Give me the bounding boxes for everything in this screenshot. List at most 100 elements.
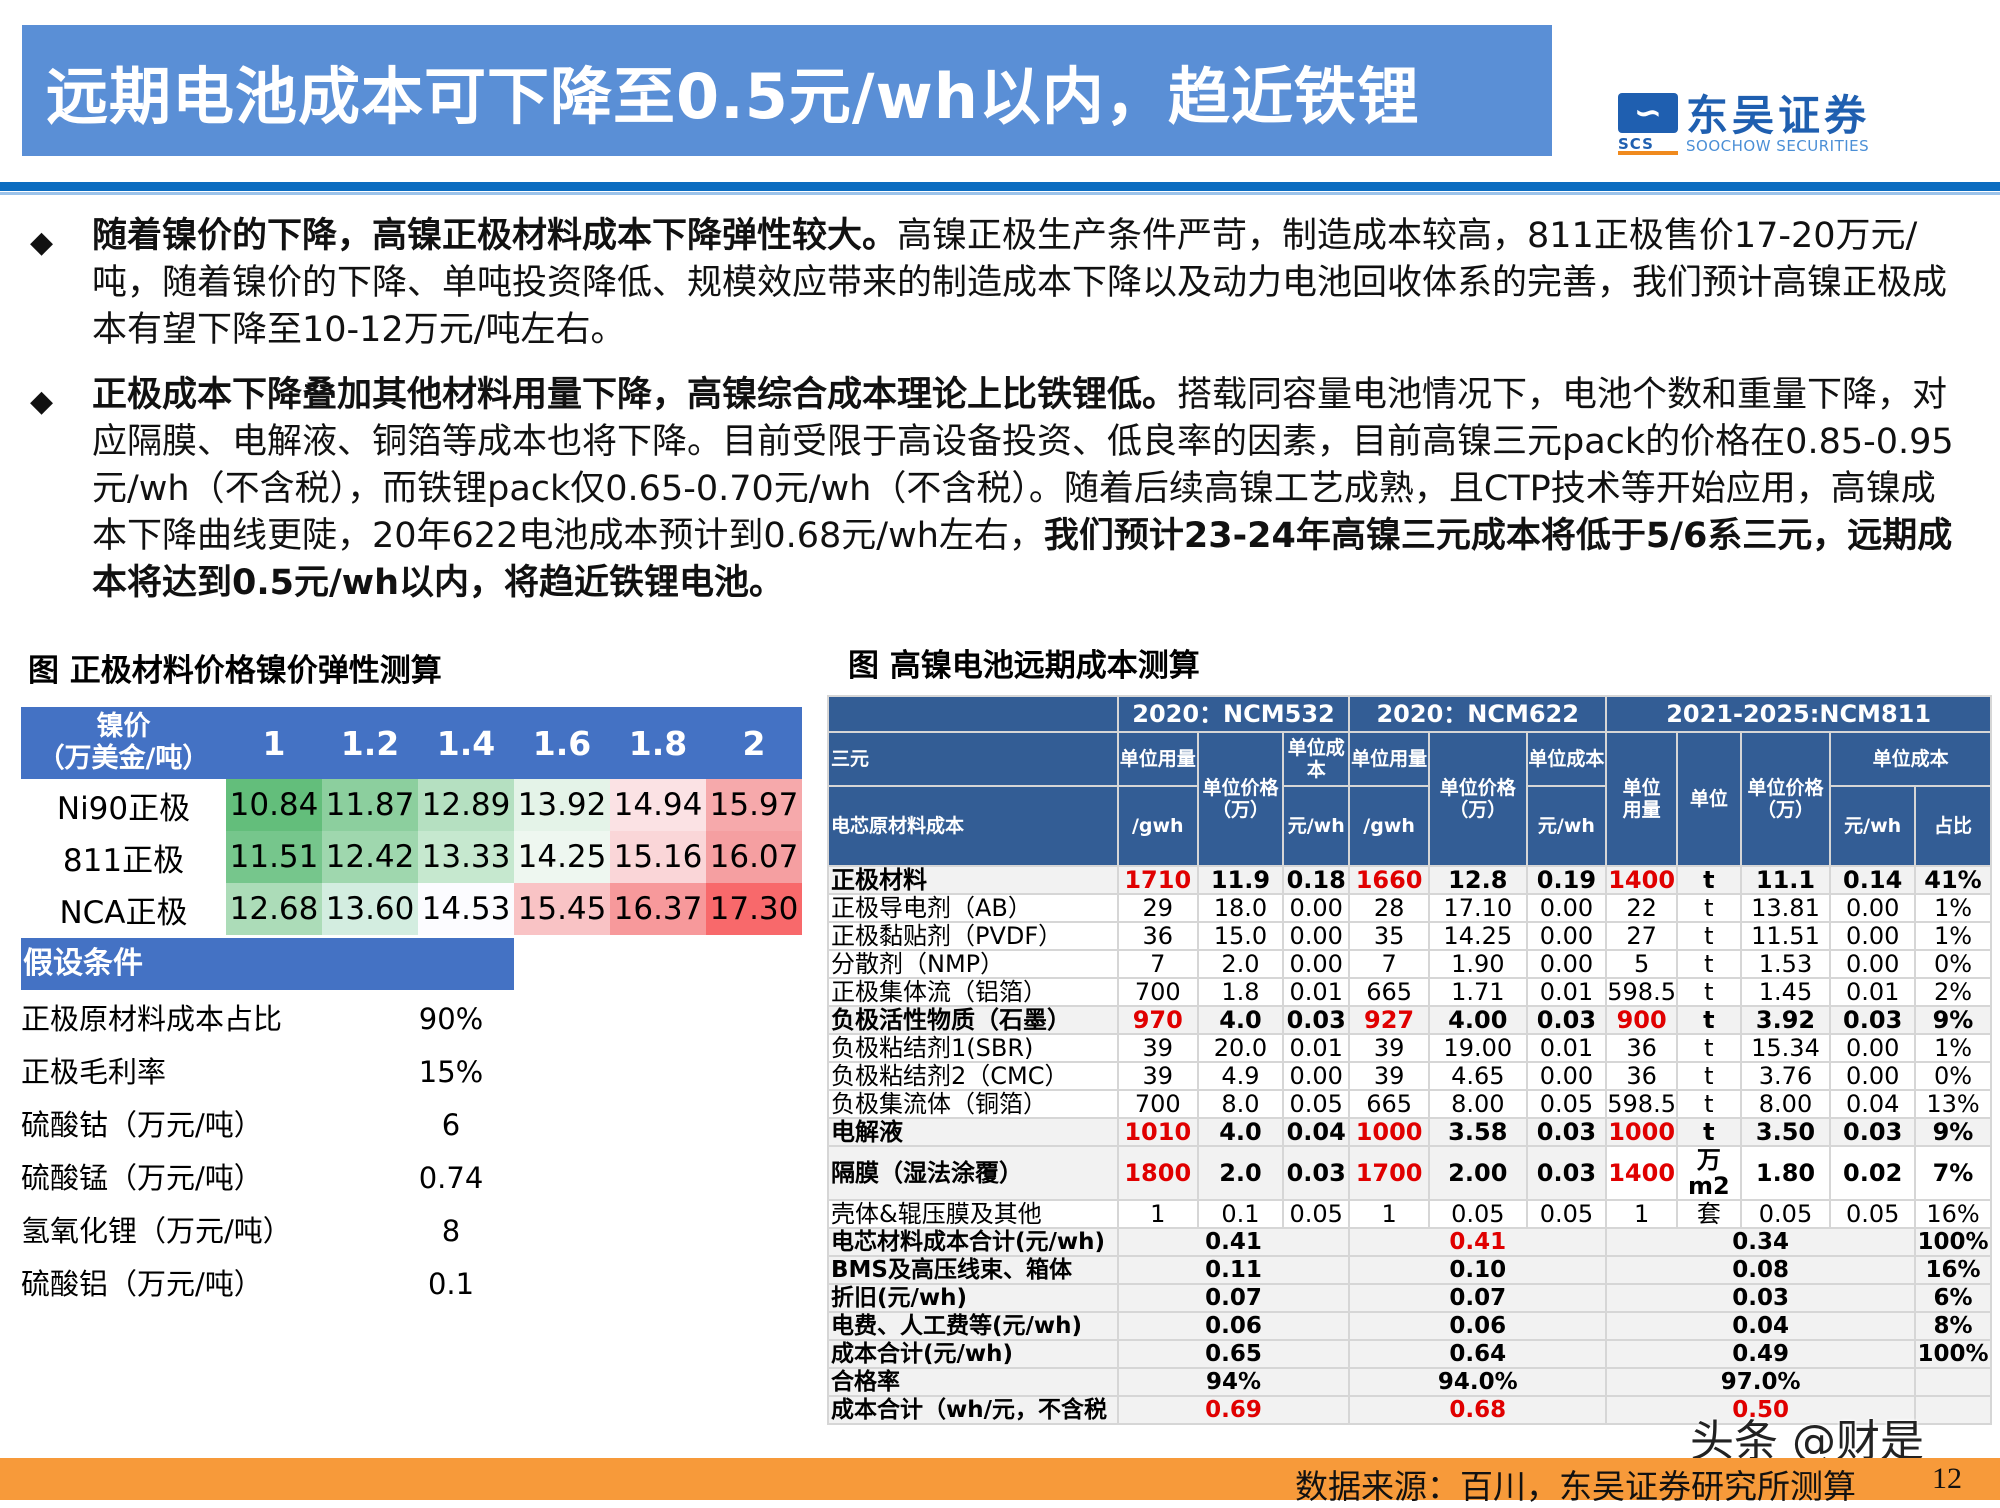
cell-value: 700 [1116, 977, 1199, 1007]
summary-value: 0.34 [1605, 1227, 1916, 1257]
cell-value: 1.80 [1739, 1145, 1832, 1201]
summary-row: BMS及高压线束、箱体 0.11 0.10 0.08 16% [827, 1255, 1993, 1285]
row-label: 811正极 [62, 842, 185, 879]
cell-value: t [1675, 1117, 1742, 1147]
table-row: 负极粘结剂1(SBR) 39 20.0 0.01 39 19.00 0.01 36 t 15.34… [827, 1033, 1993, 1063]
cell-value: 598.5 [1605, 977, 1678, 1007]
summary-value: 0.08 [1605, 1255, 1916, 1285]
cell-value: 36 [1116, 921, 1199, 951]
cell-value: 4.0 [1196, 1005, 1285, 1035]
cell-value: 1400 [1605, 1145, 1678, 1201]
summary-value: 94% [1116, 1367, 1351, 1397]
assumption-row: 正极毛利率 15% [21, 1055, 484, 1089]
cell-value: 665 [1348, 977, 1430, 1007]
summary-value: 0.50 [1605, 1395, 1916, 1425]
battery-cost-table: 2020：NCM532 2020：NCM622 2021-2025:NCM811… [827, 695, 1993, 1425]
cell-value: 970 [1116, 1005, 1199, 1035]
summary-row: 折旧(元/wh) 0.07 0.07 0.03 6% [827, 1283, 1993, 1313]
summary-label: 电费、人工费等(元/wh) [827, 1311, 1119, 1341]
summary-value: 97.0% [1605, 1367, 1916, 1397]
cell-value: 套 [1675, 1199, 1742, 1229]
summary-value: 0.69 [1116, 1395, 1351, 1425]
cell-value: 0.03 [1282, 1145, 1351, 1201]
cell-value: 1400 [1605, 865, 1678, 895]
cell-value: 8.00 [1428, 1089, 1528, 1119]
cell-value: 0% [1913, 949, 1993, 979]
heat-cell: 16.37 [610, 883, 706, 935]
page-title: 远期电池成本可下降至0.5元/wh以内，趋近铁锂 [46, 59, 1420, 133]
cell-value: 39 [1348, 1033, 1430, 1063]
cell-value: 11.1 [1739, 865, 1832, 895]
heat-cell: 15.45 [514, 883, 610, 935]
cell-value: t [1675, 977, 1742, 1007]
summary-value: 0.06 [1348, 1311, 1608, 1341]
cell-value: 4.00 [1428, 1005, 1528, 1035]
cell-value: 2.00 [1428, 1145, 1528, 1201]
table-row: 正极集体流（铝箔） 700 1.8 0.01 665 1.71 0.01 598.5 t 1.45… [827, 977, 1993, 1007]
cell-value: 1% [1913, 893, 1993, 923]
summary-label: 合格率 [827, 1367, 1119, 1397]
assumption-row: 硫酸铝（万元/吨） 0.1 [21, 1267, 475, 1301]
cell-value: 3.58 [1428, 1117, 1528, 1147]
cell-value: t [1675, 865, 1742, 895]
cell-value: 15.34 [1739, 1033, 1832, 1063]
soochow-securities-logo: ∽ SCS 东吴证券 SOOCHOW SECURITIES [1618, 92, 1898, 156]
price-col-header: 2 [706, 707, 802, 779]
cell-value: 0.05 [1282, 1089, 1351, 1119]
cell-value: 0.04 [1282, 1117, 1351, 1147]
cell-value: 1% [1913, 1033, 1993, 1063]
cell-value: 4.9 [1196, 1061, 1285, 1091]
table-row: 负极活性物质（石墨） 970 4.0 0.03 927 4.00 0.03 900 t 3.92 0… [827, 1005, 1993, 1035]
cell-value: 0.00 [1829, 921, 1916, 951]
cell-value: 0.00 [1282, 949, 1351, 979]
summary-value: 100% [1913, 1227, 1993, 1257]
cell-value: 39 [1116, 1033, 1199, 1063]
cell-value: 0.03 [1282, 1005, 1351, 1035]
summary-value: 0.07 [1348, 1283, 1608, 1313]
material-name: 负极集流体（铜箔） [827, 1089, 1119, 1119]
cell-value: 万m2 [1675, 1145, 1742, 1201]
heat-cell: 12.68 [226, 883, 322, 935]
cell-value: 8.0 [1196, 1089, 1285, 1119]
cell-value: 0.18 [1282, 865, 1351, 895]
cell-value: 0.01 [1829, 977, 1916, 1007]
cell-value: 0.00 [1829, 893, 1916, 923]
cell-value: 29 [1116, 893, 1199, 923]
cell-value: 0.00 [1829, 949, 1916, 979]
cell-value: 0.05 [1525, 1089, 1608, 1119]
footer-bar: 数据来源：百川，东吴证券研究所测算 12 [0, 1458, 2000, 1506]
cell-value: 1 [1605, 1199, 1678, 1229]
summary-value: 0.06 [1116, 1311, 1351, 1341]
heat-cell: 15.97 [706, 779, 802, 831]
heat-cell: 14.94 [610, 779, 706, 831]
cell-value: 0.05 [1282, 1199, 1351, 1229]
logo-mark-icon: ∽ SCS [1618, 93, 1678, 155]
cell-value: 1700 [1348, 1145, 1430, 1201]
cell-value: 20.0 [1196, 1033, 1285, 1063]
heat-cell: 10.84 [226, 779, 322, 831]
table-row: Ni90正极 10.84 11.87 12.89 13.92 14.94 15.… [21, 779, 802, 831]
cell-value: 0.01 [1525, 977, 1608, 1007]
cell-value: 0.19 [1525, 865, 1608, 895]
price-col-header: 1 [226, 707, 322, 779]
column-header-row-1: 三元 单位用量 单位价格 （万） 单位成本 单位用量 单位价格 （万） 单位成本 单… [827, 731, 1992, 867]
group-ncm811: 2021-2025:NCM811 [1605, 695, 1992, 733]
table-row: 正极导电剂（AB） 29 18.0 0.00 28 17.10 0.00 22 t 13.81 0.… [827, 893, 1993, 923]
summary-value: 0.04 [1605, 1311, 1916, 1341]
cell-value: 1000 [1605, 1117, 1678, 1147]
cell-value: 7 [1348, 949, 1430, 979]
cell-value: 35 [1348, 921, 1430, 951]
cell-value: 22 [1605, 893, 1678, 923]
cell-value: 4.0 [1196, 1117, 1285, 1147]
table-row: 811正极 11.51 12.42 13.33 14.25 15.16 16.0… [21, 831, 802, 883]
bullet-point-1: ◆ 随着镍价的下降，高镍正极材料成本下降弹性较大。高镍正极生产条件严苛，制造成本… [30, 216, 1948, 350]
group-ncm532: 2020：NCM532 [1116, 695, 1351, 733]
cell-value: t [1675, 1005, 1742, 1035]
summary-value: 6% [1913, 1283, 1993, 1313]
material-name: 正极导电剂（AB） [827, 893, 1119, 923]
material-name: 电解液 [827, 1117, 1119, 1147]
summary-row: 电费、人工费等(元/wh) 0.06 0.06 0.04 8% [827, 1311, 1993, 1341]
cell-value: 665 [1348, 1089, 1430, 1119]
cell-value: 0% [1913, 1061, 1993, 1091]
cell-value: 1 [1116, 1199, 1199, 1229]
